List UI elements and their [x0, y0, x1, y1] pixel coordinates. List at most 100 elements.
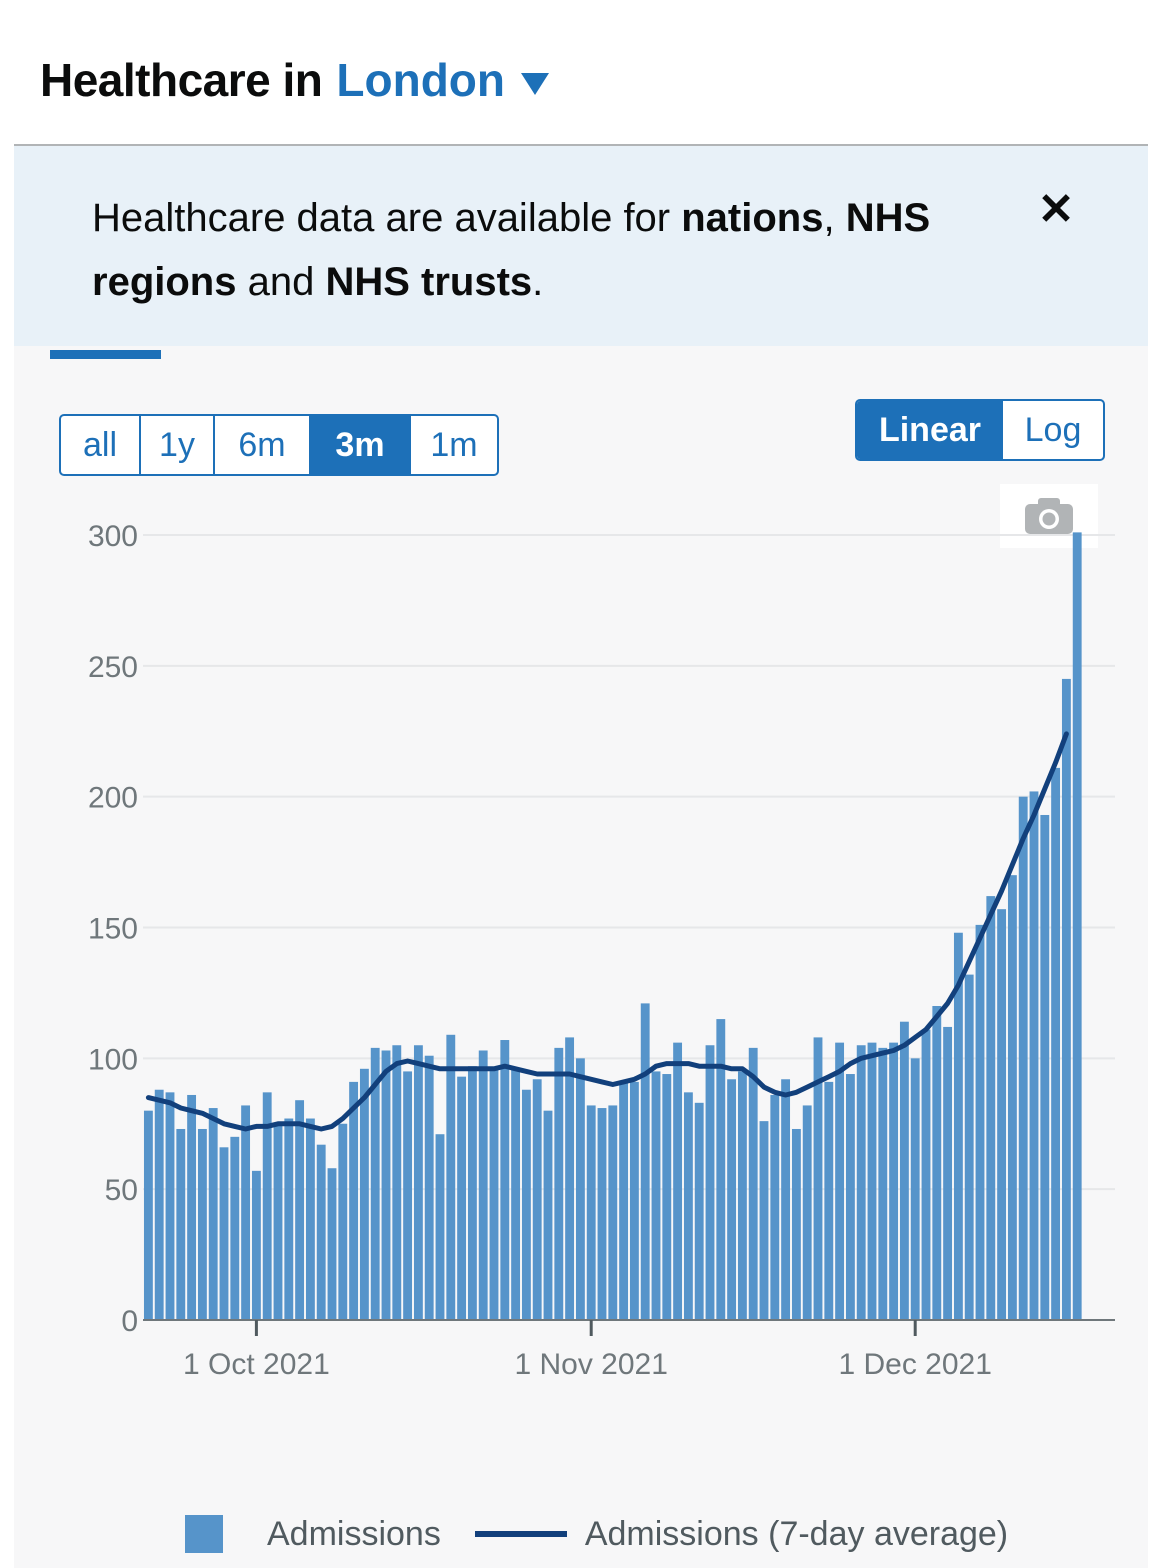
legend-bar-swatch [185, 1515, 223, 1553]
admissions-bar [662, 1074, 672, 1320]
admissions-bar [208, 1108, 218, 1320]
page-title: Healthcare in [40, 54, 323, 106]
y-tick-label: 200 [88, 782, 138, 815]
period-button-3m[interactable]: 3m [311, 416, 411, 474]
banner-text-part: nations [681, 196, 824, 240]
scale-button-linear[interactable]: Linear [857, 401, 1003, 459]
admissions-bar [673, 1042, 683, 1320]
admissions-bar [154, 1089, 164, 1320]
admissions-bar [316, 1144, 326, 1320]
admissions-bar [835, 1042, 845, 1320]
header-divider [14, 144, 1148, 146]
admissions-bar [1029, 791, 1039, 1320]
admissions-bar [241, 1105, 251, 1320]
admissions-bar [791, 1128, 801, 1320]
admissions-bar [381, 1050, 391, 1320]
x-tick-label: 1 Dec 2021 [838, 1348, 991, 1381]
admissions-bar [824, 1081, 834, 1320]
admissions-bar [511, 1068, 521, 1320]
admissions-bar [943, 1026, 953, 1320]
caret-down-icon[interactable] [521, 73, 549, 95]
admissions-bar [457, 1076, 467, 1320]
period-button-all[interactable]: all [61, 416, 141, 474]
scale-button-log[interactable]: Log [1024, 410, 1082, 449]
legend-label-admissions: Admissions [267, 1514, 441, 1553]
admissions-bar [359, 1068, 369, 1320]
banner-text-part: and [236, 260, 326, 304]
admissions-bar [187, 1094, 197, 1320]
admissions-bar [489, 1068, 499, 1320]
legend-line-swatch [474, 1531, 567, 1537]
average-line [145, 731, 1069, 1132]
admissions-bar [165, 1092, 175, 1320]
admissions-bar [327, 1168, 337, 1320]
page-header: Healthcare in London [40, 50, 549, 110]
admissions-bar [802, 1105, 812, 1320]
active-tab-indicator [50, 350, 161, 359]
admissions-bar [921, 1029, 931, 1320]
admissions-bar [554, 1047, 564, 1320]
period-selector: all 1y 6m 3m 1m [59, 414, 499, 476]
admissions-bar [305, 1118, 315, 1320]
banner-text-part: NHS regions [92, 196, 931, 304]
admissions-bar [197, 1128, 207, 1320]
admissions-bar [467, 1066, 477, 1320]
y-tick-label: 50 [105, 1174, 138, 1207]
y-tick-label: 0 [121, 1305, 138, 1338]
admissions-bar [543, 1110, 553, 1320]
admissions-bar [521, 1089, 531, 1320]
admissions-bar [338, 1123, 348, 1320]
banner-text-part: . [532, 260, 544, 304]
admissions-bar [1051, 767, 1061, 1320]
x-tick-label: 1 Oct 2021 [183, 1348, 330, 1381]
admissions-bar [867, 1042, 877, 1320]
admissions-bar [1007, 875, 1017, 1320]
admissions-bar [424, 1055, 434, 1320]
admissions-bar [889, 1042, 899, 1320]
banner-text-part: , [823, 196, 846, 240]
camera-icon[interactable] [1000, 484, 1098, 548]
admissions-bar [1061, 678, 1071, 1320]
legend-label-average: Admissions (7-day average) [584, 1514, 1009, 1553]
area-selector[interactable]: London [336, 54, 505, 106]
admissions-bar [478, 1050, 488, 1320]
chart-legend: Admissions Admissions (7-day average) [185, 1508, 1008, 1560]
admissions-bar [737, 1071, 747, 1320]
admissions-bar [705, 1045, 715, 1320]
admissions-bar [975, 924, 985, 1320]
admissions-bar [694, 1102, 704, 1320]
admissions-bar [910, 1058, 920, 1320]
admissions-bar [1040, 814, 1050, 1320]
period-button-6m[interactable]: 6m [215, 416, 311, 474]
admissions-bar [532, 1079, 542, 1320]
admissions-bar [575, 1058, 585, 1320]
admissions-bar [251, 1170, 261, 1320]
admissions-bar [878, 1047, 888, 1320]
admissions-bar [813, 1037, 823, 1320]
admissions-bar [964, 974, 974, 1320]
admissions-bar [727, 1079, 737, 1320]
admissions-bar [230, 1136, 240, 1320]
admissions-bar [413, 1045, 423, 1320]
admissions-bar [953, 932, 963, 1320]
admissions-bar [986, 896, 996, 1320]
admissions-bar [608, 1105, 618, 1320]
y-tick-label: 250 [88, 651, 138, 684]
admissions-bar [219, 1147, 229, 1320]
banner-text-part: Healthcare data are available for [92, 196, 682, 240]
admissions-bar [899, 1021, 909, 1320]
close-icon[interactable]: ✕ [1037, 185, 1075, 234]
admissions-bar [176, 1128, 186, 1320]
banner-text-part: NHS trusts [325, 260, 533, 304]
y-tick-label: 150 [88, 913, 138, 946]
admissions-bar [619, 1081, 629, 1320]
admissions-bar [273, 1123, 283, 1320]
x-tick-label: 1 Nov 2021 [514, 1348, 667, 1381]
period-button-1m[interactable]: 1m [430, 425, 478, 464]
period-button-1y[interactable]: 1y [141, 416, 215, 474]
admissions-bar [781, 1079, 791, 1320]
admissions-bar [629, 1081, 639, 1320]
admissions-bar [392, 1045, 402, 1320]
admissions-bar [370, 1047, 380, 1320]
